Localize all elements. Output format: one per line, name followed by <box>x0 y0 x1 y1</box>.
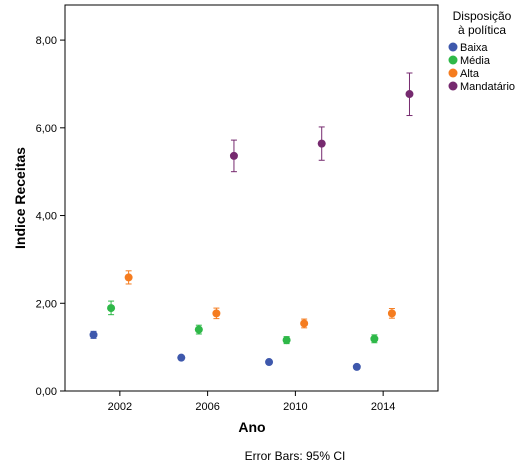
series-media <box>107 300 379 345</box>
y-axis-title: Indice Receitas <box>12 147 28 249</box>
legend: Disposição à política BaixaMédiaAltaMand… <box>448 9 515 93</box>
data-point <box>405 90 414 99</box>
data-point <box>124 273 133 282</box>
legend-title-line2: à política <box>458 23 506 37</box>
data-point <box>317 139 326 148</box>
legend-marker <box>448 42 458 52</box>
legend-label: Baixa <box>460 42 488 54</box>
data-point <box>387 309 396 318</box>
legend-label: Mandatário <box>460 81 515 93</box>
x-axis: 2002 2006 2010 2014 <box>108 391 395 413</box>
series-alta <box>124 270 396 329</box>
data-series <box>89 72 414 371</box>
data-point <box>89 330 98 339</box>
x-tick-label: 2006 <box>195 401 219 413</box>
x-axis-title: Ano <box>238 419 265 435</box>
data-point <box>229 151 238 160</box>
series-baixa <box>89 330 361 371</box>
data-point <box>352 362 361 371</box>
legend-marker <box>448 81 458 91</box>
y-axis: 0,00 2,00 4,00 6,00 8,00 <box>36 35 65 398</box>
data-point <box>107 304 116 313</box>
legend-marker <box>448 68 458 78</box>
legend-label: Alta <box>460 68 480 80</box>
y-tick-label: 4,00 <box>36 211 57 223</box>
data-point <box>194 325 203 334</box>
y-tick-label: 8,00 <box>36 35 57 47</box>
legend-label: Média <box>460 55 491 67</box>
x-tick-label: 2014 <box>371 401 395 413</box>
series-mandatario <box>229 72 414 173</box>
data-point <box>300 319 309 328</box>
data-point <box>265 358 274 367</box>
error-bar-footnote: Error Bars: 95% CI <box>245 449 346 463</box>
legend-title-line1: Disposição <box>453 9 512 23</box>
y-tick-label: 2,00 <box>36 298 57 310</box>
data-point <box>370 334 379 343</box>
x-tick-label: 2002 <box>108 401 132 413</box>
data-point <box>177 353 186 362</box>
legend-marker <box>448 55 458 65</box>
x-tick-label: 2010 <box>283 401 307 413</box>
plot-area <box>64 4 439 392</box>
data-point <box>282 336 291 345</box>
y-tick-label: 0,00 <box>36 386 57 398</box>
data-point <box>212 309 221 318</box>
y-tick-label: 6,00 <box>36 123 57 135</box>
